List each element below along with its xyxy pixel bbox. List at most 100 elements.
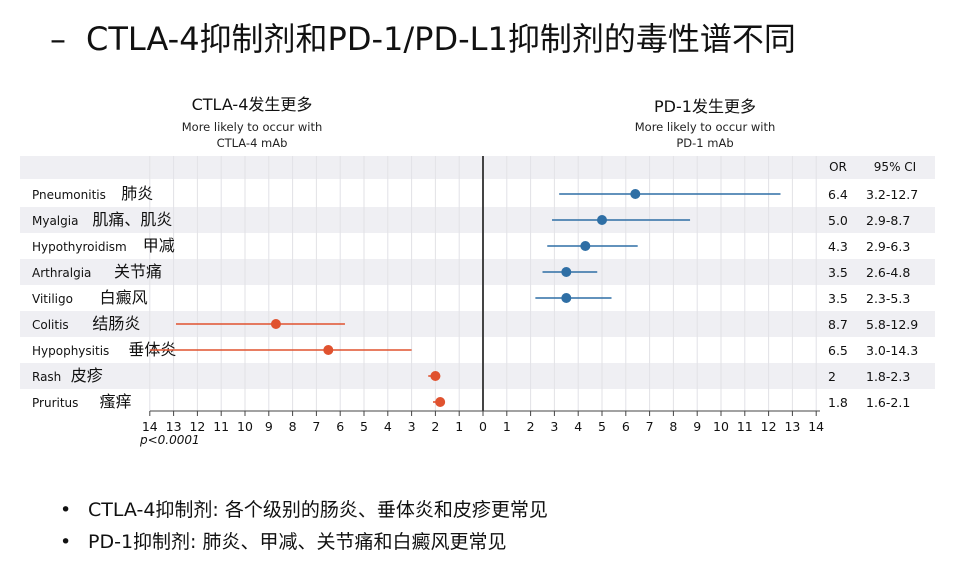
left-header-en1: More likely to occur with bbox=[182, 120, 323, 134]
row-label-cn: 肺炎 bbox=[121, 184, 153, 203]
x-tick-label: 13 bbox=[784, 419, 800, 434]
or-point bbox=[270, 319, 281, 329]
ci-value: 3.2-12.7 bbox=[866, 187, 918, 202]
x-tick-label: 14 bbox=[142, 419, 158, 434]
forest-row: Myalgia 肌痛、肌炎 5.0 2.9-8.7 bbox=[32, 210, 910, 229]
ci-value: 3.0-14.3 bbox=[866, 343, 918, 358]
or-column-header: OR bbox=[829, 160, 847, 174]
or-value: 1.8 bbox=[828, 395, 848, 410]
x-tick-label: 2 bbox=[431, 419, 439, 434]
x-tick-label: 12 bbox=[189, 419, 205, 434]
bullet-dot: • bbox=[60, 531, 72, 553]
x-tick-label: 0 bbox=[479, 419, 487, 434]
forest-row: Hypophysitis 垂体炎 6.5 3.0-14.3 bbox=[32, 340, 918, 359]
row-label-cn: 甲减 bbox=[143, 236, 175, 255]
left-header-cn: CTLA-4发生更多 bbox=[192, 95, 313, 114]
slide-title: – CTLA-4抑制剂和PD-1/PD-L1抑制剂的毒性谱不同 bbox=[50, 14, 796, 60]
or-value: 2 bbox=[828, 369, 836, 384]
ci-value: 5.8-12.9 bbox=[866, 317, 918, 332]
right-header-en1: More likely to occur with bbox=[635, 120, 776, 134]
x-tick-label: 12 bbox=[761, 419, 777, 434]
row-stripe bbox=[20, 259, 935, 285]
row-label: Pneumonitis bbox=[32, 188, 106, 202]
forest-row: Pruritus 瘙痒 1.8 1.6-2.1 bbox=[32, 392, 910, 411]
row-stripe bbox=[20, 311, 935, 337]
ci-value: 2.6-4.8 bbox=[866, 265, 910, 280]
x-tick-label: 13 bbox=[166, 419, 182, 434]
title-dash: – bbox=[50, 20, 66, 58]
or-value: 8.7 bbox=[828, 317, 848, 332]
x-tick-label: 1 bbox=[455, 419, 463, 434]
bullet-item: • CTLA-4抑制剂: 各个级别的肠炎、垂体炎和皮疹更常见 bbox=[60, 494, 548, 526]
ci-value: 1.6-2.1 bbox=[866, 395, 910, 410]
forest-plot: CTLA-4发生更多 More likely to occur with CTL… bbox=[20, 95, 935, 447]
summary-bullets: • CTLA-4抑制剂: 各个级别的肠炎、垂体炎和皮疹更常见 • PD-1抑制剂: … bbox=[60, 494, 548, 558]
x-tick-label: 6 bbox=[336, 419, 344, 434]
row-stripe bbox=[20, 207, 935, 233]
row-label-cn: 结肠炎 bbox=[92, 314, 140, 333]
or-point bbox=[597, 215, 607, 225]
row-label: Hypothyroidism bbox=[32, 240, 127, 254]
x-tick-label: 8 bbox=[289, 419, 297, 434]
row-label: Colitis bbox=[32, 318, 69, 332]
row-label: Vitiligo bbox=[32, 292, 73, 306]
row-label: Arthralgia bbox=[32, 266, 91, 280]
x-tick-label: 14 bbox=[808, 419, 824, 434]
or-value: 3.5 bbox=[828, 265, 848, 280]
or-value: 6.5 bbox=[828, 343, 848, 358]
row-label-cn: 关节痛 bbox=[114, 262, 162, 281]
row-label-cn: 肌痛、肌炎 bbox=[92, 210, 172, 229]
right-header-cn: PD-1发生更多 bbox=[654, 97, 756, 116]
x-tick-label: 11 bbox=[737, 419, 753, 434]
bullet-dot: • bbox=[60, 499, 72, 521]
or-value: 4.3 bbox=[828, 239, 848, 254]
x-tick-label: 5 bbox=[598, 419, 606, 434]
left-header-en2: CTLA-4 mAb bbox=[217, 136, 288, 150]
or-point bbox=[323, 345, 334, 355]
forest-row: Vitiligo 白癜风 3.5 2.3-5.3 bbox=[32, 288, 910, 307]
x-tick-label: 9 bbox=[693, 419, 701, 434]
bullet-text: PD-1抑制剂: 肺炎、甲减、关节痛和白癜风更常见 bbox=[88, 531, 507, 553]
x-tick-label: 11 bbox=[213, 419, 229, 434]
forest-row: Rash 皮疹 2 1.8-2.3 bbox=[32, 366, 910, 385]
x-tick-label: 4 bbox=[574, 419, 582, 434]
header-stripe bbox=[20, 156, 935, 179]
x-tick-label: 5 bbox=[360, 419, 368, 434]
row-label: Hypophysitis bbox=[32, 344, 109, 358]
ci-value: 1.8-2.3 bbox=[866, 369, 910, 384]
x-tick-label: 1 bbox=[503, 419, 511, 434]
right-header-en2: PD-1 mAb bbox=[676, 136, 733, 150]
x-tick-label: 8 bbox=[669, 419, 677, 434]
or-point bbox=[561, 293, 572, 303]
title-text: CTLA-4抑制剂和PD-1/PD-L1抑制剂的毒性谱不同 bbox=[86, 20, 796, 58]
forest-row: Colitis 结肠炎 8.7 5.8-12.9 bbox=[32, 314, 918, 333]
row-label-cn: 皮疹 bbox=[71, 366, 103, 385]
p-value: p<0.0001 bbox=[139, 433, 200, 447]
forest-row: Arthralgia 关节痛 3.5 2.6-4.8 bbox=[32, 262, 910, 281]
row-label: Pruritus bbox=[32, 396, 78, 410]
row-label-cn: 瘙痒 bbox=[100, 392, 132, 411]
ci-value: 2.9-6.3 bbox=[866, 239, 910, 254]
bullet-item: • PD-1抑制剂: 肺炎、甲减、关节痛和白癜风更常见 bbox=[60, 526, 548, 558]
x-tick-label: 7 bbox=[646, 419, 654, 434]
bullet-text: CTLA-4抑制剂: 各个级别的肠炎、垂体炎和皮疹更常见 bbox=[88, 499, 548, 521]
or-value: 5.0 bbox=[828, 213, 848, 228]
row-label: Myalgia bbox=[32, 214, 78, 228]
ci-column-header: 95% CI bbox=[874, 160, 916, 174]
x-tick-label: 6 bbox=[622, 419, 630, 434]
x-tick-label: 3 bbox=[550, 419, 558, 434]
or-point bbox=[561, 267, 572, 277]
ci-value: 2.9-8.7 bbox=[866, 213, 910, 228]
x-tick-label: 4 bbox=[384, 419, 392, 434]
x-tick-label: 9 bbox=[265, 419, 273, 434]
or-point bbox=[580, 241, 591, 251]
row-label-cn: 白癜风 bbox=[100, 288, 148, 307]
row-stripe bbox=[20, 363, 935, 389]
forest-row: Hypothyroidism 甲减 4.3 2.9-6.3 bbox=[32, 236, 910, 255]
x-tick-label: 10 bbox=[237, 419, 253, 434]
or-value: 3.5 bbox=[828, 291, 848, 306]
x-tick-label: 3 bbox=[408, 419, 416, 434]
forest-row: Pneumonitis 肺炎 6.4 3.2-12.7 bbox=[32, 184, 918, 203]
or-point bbox=[630, 189, 641, 199]
x-tick-label: 10 bbox=[713, 419, 729, 434]
